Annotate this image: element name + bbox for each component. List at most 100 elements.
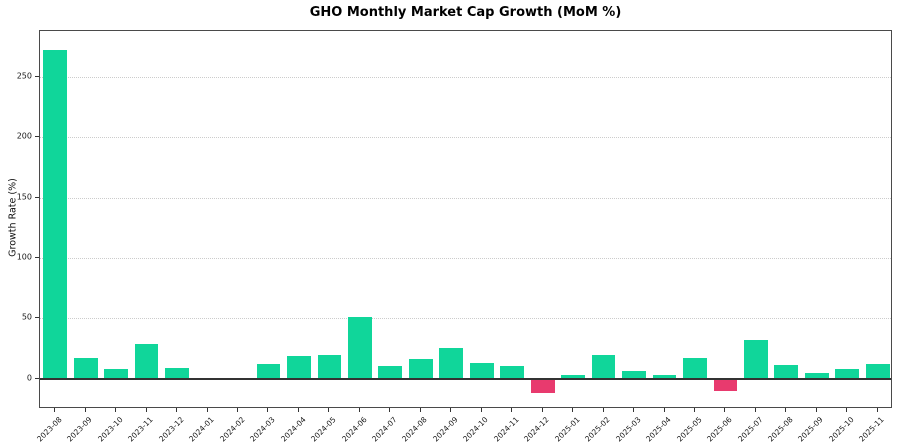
x-tick-mark	[115, 408, 117, 412]
x-tick-mark	[176, 408, 178, 412]
x-tick-label-2025-09: 2025-09	[796, 415, 826, 444]
bar-2024-09	[439, 348, 464, 379]
x-tick-label-2024-09: 2024-09	[431, 415, 460, 444]
x-tick-mark	[267, 408, 269, 412]
bar-2025-06	[713, 378, 738, 392]
x-tick-label-2025-08: 2025-08	[766, 415, 795, 444]
gridline-250	[40, 76, 891, 78]
y-tick-mark	[35, 196, 39, 198]
x-tick-label-2024-04: 2024-04	[278, 415, 308, 444]
x-tick-label-2023-12: 2023-12	[156, 415, 186, 444]
bar-2024-03	[256, 363, 281, 379]
x-tick-label-2024-11: 2024-11	[492, 415, 521, 444]
bar-2025-11	[865, 363, 890, 379]
x-tick-mark	[541, 408, 543, 412]
x-tick-mark	[663, 408, 665, 412]
x-tick-mark	[511, 408, 513, 412]
x-tick-mark	[450, 408, 452, 412]
bar-2025-04	[652, 374, 677, 379]
x-tick-label-2023-08: 2023-08	[35, 415, 64, 444]
bar-2023-10	[104, 369, 129, 379]
y-tick-mark	[35, 136, 39, 138]
x-tick-label-2024-10: 2024-10	[461, 415, 491, 444]
x-tick-mark	[876, 408, 878, 412]
x-tick-label-2025-11: 2025-11	[857, 415, 887, 444]
x-tick-mark	[206, 408, 208, 412]
x-tick-label-2025-07: 2025-07	[735, 415, 765, 444]
gridline-150	[40, 197, 891, 199]
x-tick-mark	[846, 408, 848, 412]
x-tick-label-2025-03: 2025-03	[613, 415, 643, 444]
x-tick-label-2024-07: 2024-07	[370, 415, 399, 444]
x-tick-mark	[754, 408, 756, 412]
y-tick-label-200: 200	[16, 131, 32, 141]
x-tick-label-2024-12: 2024-12	[522, 415, 552, 444]
x-tick-mark	[54, 408, 56, 412]
x-tick-mark	[328, 408, 330, 412]
bar-2023-09	[73, 358, 98, 379]
bar-2023-08	[43, 50, 68, 379]
x-tick-label-2025-01: 2025-01	[552, 415, 582, 444]
x-tick-mark	[237, 408, 239, 412]
bar-2024-11	[500, 365, 525, 379]
x-tick-mark	[419, 408, 421, 412]
bar-2024-07	[378, 366, 403, 379]
x-tick-label-2024-05: 2024-05	[309, 415, 338, 444]
bar-2025-08	[774, 364, 799, 379]
x-tick-label-2025-04: 2025-04	[644, 415, 673, 444]
bar-2023-12	[165, 367, 189, 379]
bar-2025-09	[804, 373, 829, 379]
y-tick-label-150: 150	[16, 192, 32, 202]
x-tick-label-2024-08: 2024-08	[400, 415, 430, 444]
x-tick-mark	[358, 408, 360, 412]
bar-2024-08	[408, 358, 433, 379]
x-tick-label-2024-03: 2024-03	[248, 415, 277, 444]
x-tick-mark	[633, 408, 635, 412]
bar-2024-04	[287, 356, 311, 379]
bar-2025-10	[835, 368, 860, 379]
gridline-100	[40, 258, 891, 260]
x-tick-label-2023-10: 2023-10	[95, 415, 125, 444]
x-tick-label-2025-06: 2025-06	[705, 415, 734, 444]
x-tick-label-2025-02: 2025-02	[583, 415, 612, 444]
x-tick-label-2023-09: 2023-09	[65, 415, 95, 444]
x-tick-mark	[724, 408, 726, 412]
x-tick-label-2024-02: 2024-02	[217, 415, 247, 444]
x-tick-mark	[602, 408, 604, 412]
y-tick-label-100: 100	[16, 252, 32, 262]
gridline-200	[40, 137, 891, 139]
y-tick-label-0: 0	[26, 373, 32, 383]
x-tick-mark	[145, 408, 147, 412]
x-tick-mark	[815, 408, 817, 412]
y-tick-label-50: 50	[21, 312, 32, 322]
x-tick-mark	[785, 408, 787, 412]
x-tick-mark	[572, 408, 574, 412]
x-tick-label-2023-11: 2023-11	[126, 415, 155, 444]
x-tick-label-2025-10: 2025-10	[827, 415, 856, 444]
zero-line	[40, 377, 891, 380]
y-tick-mark	[35, 75, 39, 77]
x-tick-mark	[480, 408, 482, 412]
bar-2025-02	[591, 355, 616, 379]
chart-title: GHO Monthly Market Cap Growth (MoM %)	[309, 5, 622, 20]
bar-2025-07	[744, 340, 768, 379]
plot-area	[39, 30, 892, 408]
bar-2025-01	[561, 375, 585, 379]
bar-2025-05	[683, 357, 707, 379]
y-tick-mark	[35, 317, 39, 319]
y-tick-mark	[35, 377, 39, 379]
gridline-50	[40, 318, 891, 320]
x-tick-label-2024-01: 2024-01	[187, 415, 216, 444]
bar-2023-11	[134, 343, 159, 379]
x-tick-mark	[84, 408, 86, 412]
bar-2024-10	[469, 363, 494, 379]
y-tick-label-250: 250	[16, 71, 32, 81]
y-tick-mark	[35, 257, 39, 259]
x-tick-label-2025-05: 2025-05	[674, 415, 704, 444]
bar-2024-06	[347, 317, 372, 379]
x-tick-mark	[297, 408, 299, 412]
x-tick-mark	[389, 408, 391, 412]
x-tick-mark	[693, 408, 695, 412]
bar-2024-12	[530, 378, 555, 393]
